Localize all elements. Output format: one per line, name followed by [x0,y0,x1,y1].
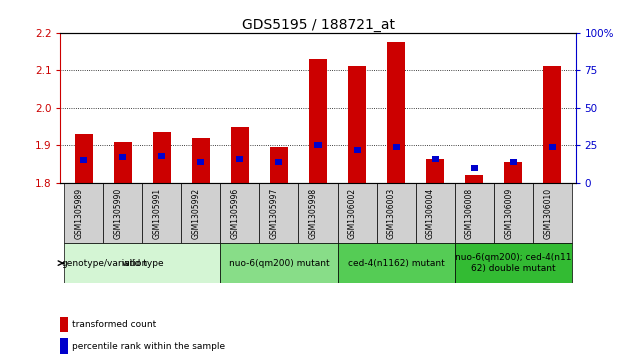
Bar [504,162,522,183]
Title: GDS5195 / 188721_at: GDS5195 / 188721_at [242,18,394,32]
Bar [75,134,93,183]
Bar [237,156,244,162]
Bar [509,159,516,165]
Bar [543,66,561,183]
FancyBboxPatch shape [142,183,181,243]
Bar [426,159,444,183]
Text: nuo-6(qm200) mutant: nuo-6(qm200) mutant [229,258,329,268]
FancyBboxPatch shape [104,183,142,243]
Bar [471,165,478,171]
Text: GSM1305990: GSM1305990 [114,187,123,238]
FancyBboxPatch shape [494,183,533,243]
Text: genotype/variation: genotype/variation [61,258,148,268]
Bar [192,138,210,183]
Text: GSM1305996: GSM1305996 [231,187,240,238]
Text: GSM1306010: GSM1306010 [543,187,552,238]
Bar [80,158,87,163]
Text: GSM1305991: GSM1305991 [153,187,162,238]
Text: GSM1306009: GSM1306009 [504,187,513,238]
Text: GSM1305997: GSM1305997 [270,187,279,238]
FancyBboxPatch shape [533,183,572,243]
Text: ced-4(n1162) mutant: ced-4(n1162) mutant [348,258,445,268]
Bar [60,338,69,354]
FancyBboxPatch shape [298,183,338,243]
Bar [466,175,483,183]
Text: nuo-6(qm200); ced-4(n11
62) double mutant: nuo-6(qm200); ced-4(n11 62) double mutan… [455,253,571,273]
FancyBboxPatch shape [221,183,259,243]
Text: GSM1306008: GSM1306008 [465,187,474,238]
FancyBboxPatch shape [455,243,572,283]
Bar [158,153,165,159]
Bar [197,159,204,165]
FancyBboxPatch shape [338,243,455,283]
Bar [549,144,556,150]
FancyBboxPatch shape [377,183,415,243]
Text: GSM1306003: GSM1306003 [387,187,396,238]
Bar [120,154,127,160]
Bar [153,132,170,183]
Bar [354,147,361,153]
FancyBboxPatch shape [64,243,221,283]
Text: GSM1306004: GSM1306004 [426,187,435,238]
FancyBboxPatch shape [338,183,377,243]
Bar [432,156,439,162]
Text: GSM1306002: GSM1306002 [348,187,357,238]
Bar [349,66,366,183]
Bar [314,142,322,148]
Bar [114,142,132,183]
FancyBboxPatch shape [181,183,221,243]
Text: GSM1305989: GSM1305989 [75,187,84,238]
Bar [309,59,327,183]
Bar [270,147,287,183]
Text: transformed count: transformed count [71,320,156,329]
Bar [387,42,405,183]
FancyBboxPatch shape [455,183,494,243]
Text: wild type: wild type [121,258,163,268]
Bar [60,317,69,332]
FancyBboxPatch shape [221,243,338,283]
Text: GSM1305998: GSM1305998 [309,187,318,238]
Text: percentile rank within the sample: percentile rank within the sample [71,342,225,351]
FancyBboxPatch shape [415,183,455,243]
FancyBboxPatch shape [259,183,298,243]
Bar [231,127,249,183]
Text: GSM1305992: GSM1305992 [192,187,201,238]
Bar [275,159,282,165]
FancyBboxPatch shape [64,183,104,243]
Bar [392,144,399,150]
